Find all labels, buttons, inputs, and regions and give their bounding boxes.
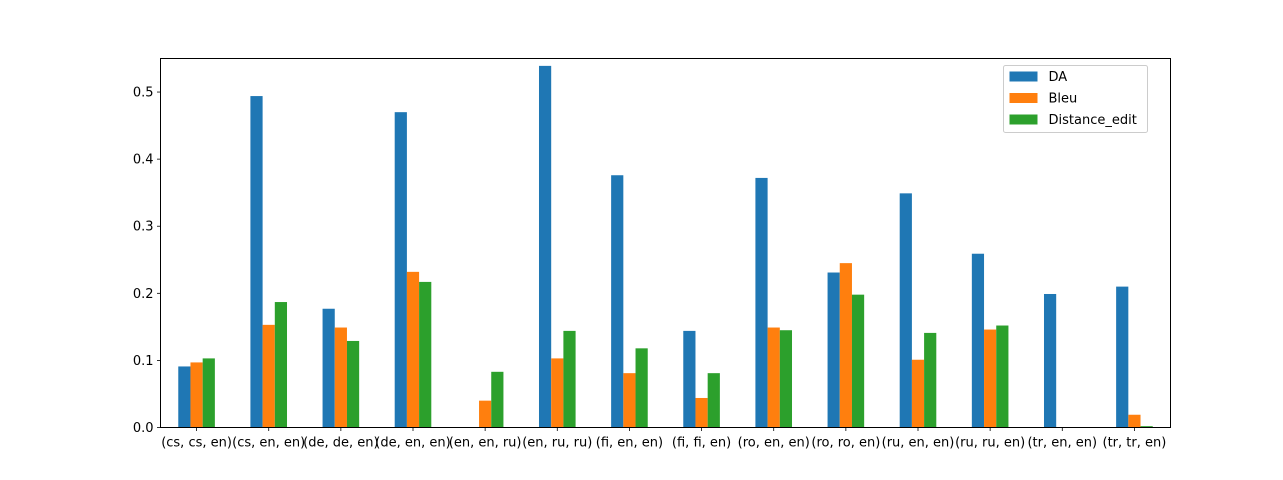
bar-da-0 — [178, 366, 191, 428]
bar-bleu-8 — [767, 327, 780, 428]
legend-label: Bleu — [1049, 92, 1078, 107]
bar-bleu-0 — [190, 362, 203, 428]
x-tick-label: (cs, en, en) — [232, 436, 305, 451]
bar-distance-edit-6 — [635, 348, 648, 428]
bar-distance-edit-4 — [491, 371, 504, 428]
bar-bleu-7 — [695, 397, 708, 428]
bar-da-8 — [755, 177, 768, 428]
legend-label: DA — [1049, 70, 1068, 85]
x-tick-label: (ro, en, en) — [738, 436, 810, 451]
x-tick-label: (ro, ro, en) — [811, 436, 880, 451]
bar-distance-edit-3 — [419, 281, 432, 428]
bar-da-11 — [971, 253, 985, 428]
plot-frame — [160, 58, 1171, 428]
bar-da-10 — [899, 193, 912, 428]
bar-da-13 — [1116, 286, 1129, 428]
x-tick-label: (fi, fi, en) — [672, 436, 731, 451]
bar-distance-edit-10 — [924, 332, 937, 428]
legend-label: Distance_edit — [1049, 113, 1137, 128]
bar-da-1 — [250, 96, 263, 428]
x-tick-label: (fi, en, en) — [596, 436, 663, 451]
bar-distance-edit-2 — [346, 340, 360, 428]
bar-da-6 — [611, 175, 624, 428]
bar-distance-edit-0 — [202, 358, 215, 428]
x-tick-label: (de, de, en) — [303, 436, 378, 451]
bar-distance-edit-11 — [996, 325, 1009, 428]
x-tick-label: (de, en, en) — [375, 436, 450, 451]
bar-bleu-10 — [911, 359, 925, 428]
bar-da-12 — [1043, 293, 1057, 428]
bar-distance-edit-13 — [1140, 426, 1153, 428]
legend-swatch-distance-edit — [1009, 114, 1038, 125]
y-tick-label: 0.2 — [133, 287, 154, 302]
bar-bleu-4 — [479, 400, 492, 428]
y-tick-label: 0.4 — [133, 153, 154, 168]
x-tick-label: (ru, ru, en) — [955, 436, 1025, 451]
bar-bleu-5 — [551, 358, 564, 428]
bars-group — [178, 65, 1153, 428]
bar-distance-edit-1 — [274, 302, 288, 428]
y-axis: 0.0 0.1 0.2 0.3 0.4 0.5 — [133, 86, 161, 436]
bar-bleu-3 — [406, 271, 420, 428]
bar-da-3 — [394, 112, 407, 428]
legend-swatch-bleu — [1009, 93, 1038, 103]
bar-distance-edit-8 — [779, 330, 793, 428]
x-tick-label: (tr, en, en) — [1027, 436, 1097, 451]
bar-bleu-1 — [262, 324, 275, 428]
bar-da-5 — [538, 65, 552, 428]
x-axis: (cs, cs, en) (cs, en, en)(de, de, en)(de,… — [161, 427, 1167, 451]
legend: DA Bleu Distance_edit — [1003, 65, 1148, 133]
bar-distance-edit-5 — [563, 330, 576, 428]
bar-da-9 — [827, 272, 840, 428]
y-tick-label: 0.3 — [133, 220, 154, 235]
y-tick-label: 0.0 — [133, 421, 154, 436]
x-tick-label: (ru, en, en) — [882, 436, 955, 451]
bar-bleu-11 — [984, 329, 997, 428]
legend-box — [1003, 65, 1148, 133]
bar-bleu-2 — [334, 327, 347, 428]
bar-distance-edit-9 — [851, 294, 865, 428]
bar-bleu-6 — [623, 373, 636, 428]
bar-da-2 — [322, 308, 335, 428]
x-tick-label: (cs, cs, en) — [161, 436, 232, 451]
y-tick-label: 0.1 — [133, 354, 154, 369]
bar-bleu-13 — [1128, 414, 1141, 428]
x-tick-label: (en, en, ru) — [449, 436, 522, 451]
x-tick-label: (en, ru, ru) — [522, 436, 592, 451]
y-tick-label: 0.5 — [133, 86, 154, 101]
bar-da-7 — [683, 330, 696, 428]
bar-distance-edit-7 — [707, 373, 720, 428]
x-tick-label: (tr, tr, en) — [1103, 436, 1167, 451]
bar-bleu-9 — [839, 263, 852, 428]
legend-swatch-da — [1009, 71, 1038, 82]
